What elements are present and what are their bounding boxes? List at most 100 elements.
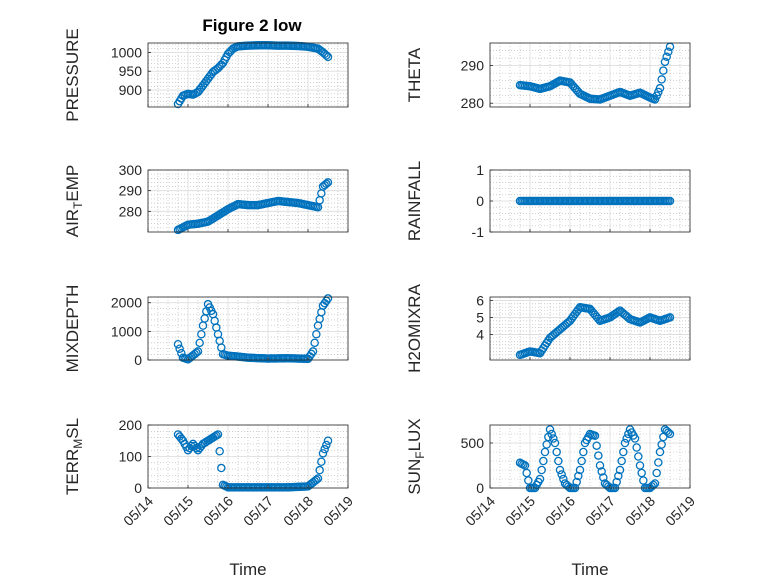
data-point xyxy=(322,440,331,450)
data-point xyxy=(639,476,648,485)
pressure-series xyxy=(173,41,333,109)
data-point xyxy=(630,434,640,443)
data-point xyxy=(612,477,621,487)
data-point xyxy=(657,440,666,449)
y-tick-label: 300 xyxy=(119,162,143,178)
y-tick-label: 100 xyxy=(119,449,143,465)
sun_flux-ylabel: SUNFLUX xyxy=(405,418,427,494)
rainfall-ylabel: RAINFALL xyxy=(405,161,424,241)
y-tick-label: 5 xyxy=(476,309,484,325)
x-tick-label: 05/15 xyxy=(160,493,196,529)
data-point xyxy=(173,339,183,349)
x-tick-label: 05/15 xyxy=(502,493,538,529)
data-point xyxy=(655,83,665,93)
panel-pressure: 900 950 1000 PRESSURE xyxy=(63,28,349,122)
mixdepth-series xyxy=(173,294,333,364)
y-tick-label: 6 xyxy=(476,292,484,308)
y-tick-label: 200 xyxy=(119,417,143,433)
y-tick-label: 290 xyxy=(461,58,485,74)
y-tick-label: 280 xyxy=(119,203,143,219)
data-point xyxy=(213,430,223,439)
data-point xyxy=(552,447,561,457)
axes-box xyxy=(489,424,691,489)
panel-theta: 280 290 THETA xyxy=(405,42,691,111)
y-tick-label: 500 xyxy=(461,435,485,451)
axes-box xyxy=(147,296,349,361)
data-point xyxy=(524,476,533,485)
y-tick-label: 900 xyxy=(119,82,143,98)
y-tick-label: 0 xyxy=(476,480,484,496)
theta-series xyxy=(515,42,675,104)
data-point xyxy=(575,465,585,475)
pressure-ylabel: PRESSURE xyxy=(63,28,82,122)
data-point xyxy=(632,443,641,452)
data-point xyxy=(322,179,331,189)
y-tick-label: 1 xyxy=(476,162,484,178)
y-tick-label: 0 xyxy=(134,480,142,496)
data-point xyxy=(665,429,675,439)
y-tick-label: 2000 xyxy=(111,295,142,311)
data-point xyxy=(522,468,531,478)
data-point xyxy=(599,473,608,482)
data-point xyxy=(323,52,333,62)
data-point xyxy=(193,347,203,356)
data-point xyxy=(664,47,673,57)
data-point xyxy=(547,429,556,439)
data-point xyxy=(200,314,209,323)
x-axis-label: Time xyxy=(571,560,608,579)
data-point xyxy=(539,456,548,466)
data-point xyxy=(664,428,673,437)
x-tick-label: 05/14 xyxy=(120,493,156,529)
axes-box xyxy=(147,169,349,233)
data-point xyxy=(308,347,318,356)
data-point xyxy=(577,456,586,466)
x-tick-label: 05/19 xyxy=(320,493,356,529)
panel-rainfall: -1 0 1 RAINFALL xyxy=(405,161,691,241)
data-point xyxy=(637,468,646,478)
panel-sun_flux: 0 500 SUNFLUX 05/14 05/15 05/16 05/17 05/18 05/1… xyxy=(405,418,698,579)
x-tick-label: 05/18 xyxy=(280,493,316,529)
data-point xyxy=(592,441,601,450)
data-point xyxy=(662,52,671,62)
data-point xyxy=(574,471,583,481)
axes-box xyxy=(489,296,691,361)
data-point xyxy=(657,75,666,84)
rainfall-series xyxy=(515,196,675,206)
axes-box xyxy=(147,42,349,108)
data-point xyxy=(579,447,588,457)
data-point xyxy=(313,474,323,483)
x-tick-label: 05/17 xyxy=(240,493,276,529)
data-point xyxy=(545,425,555,434)
terr_msl-ylabel: TERRMSL xyxy=(63,418,85,495)
x-tick-label: 05/16 xyxy=(542,493,578,529)
y-tick-label: 290 xyxy=(119,183,143,199)
data-point xyxy=(635,461,645,470)
data-point xyxy=(614,307,623,317)
data-point xyxy=(615,465,625,475)
data-point xyxy=(597,467,606,476)
data-point xyxy=(554,456,563,466)
data-point xyxy=(320,444,329,454)
h2omixra-series xyxy=(515,302,675,360)
data-point xyxy=(322,51,331,60)
x-tick-label: 05/17 xyxy=(582,493,618,529)
y-tick-label: 4 xyxy=(476,326,484,342)
y-tick-label: 0 xyxy=(134,352,142,368)
data-point xyxy=(323,294,333,303)
x-tick-label: 05/19 xyxy=(662,493,698,529)
y-tick-label: 1000 xyxy=(111,44,142,60)
data-point xyxy=(175,344,184,353)
data-point xyxy=(617,456,626,466)
h2omixra-ylabel: H2OMIXRA xyxy=(405,283,424,372)
data-point xyxy=(614,471,623,481)
theta-ylabel: THETA xyxy=(405,47,424,102)
data-point xyxy=(215,446,224,456)
data-point xyxy=(652,468,661,478)
data-point xyxy=(192,348,201,357)
data-point xyxy=(312,475,321,485)
x-axis-label: Time xyxy=(229,560,266,579)
data-point xyxy=(549,434,558,443)
x-tick-label: 05/16 xyxy=(200,493,236,529)
data-point xyxy=(665,196,675,206)
data-point xyxy=(192,443,201,453)
